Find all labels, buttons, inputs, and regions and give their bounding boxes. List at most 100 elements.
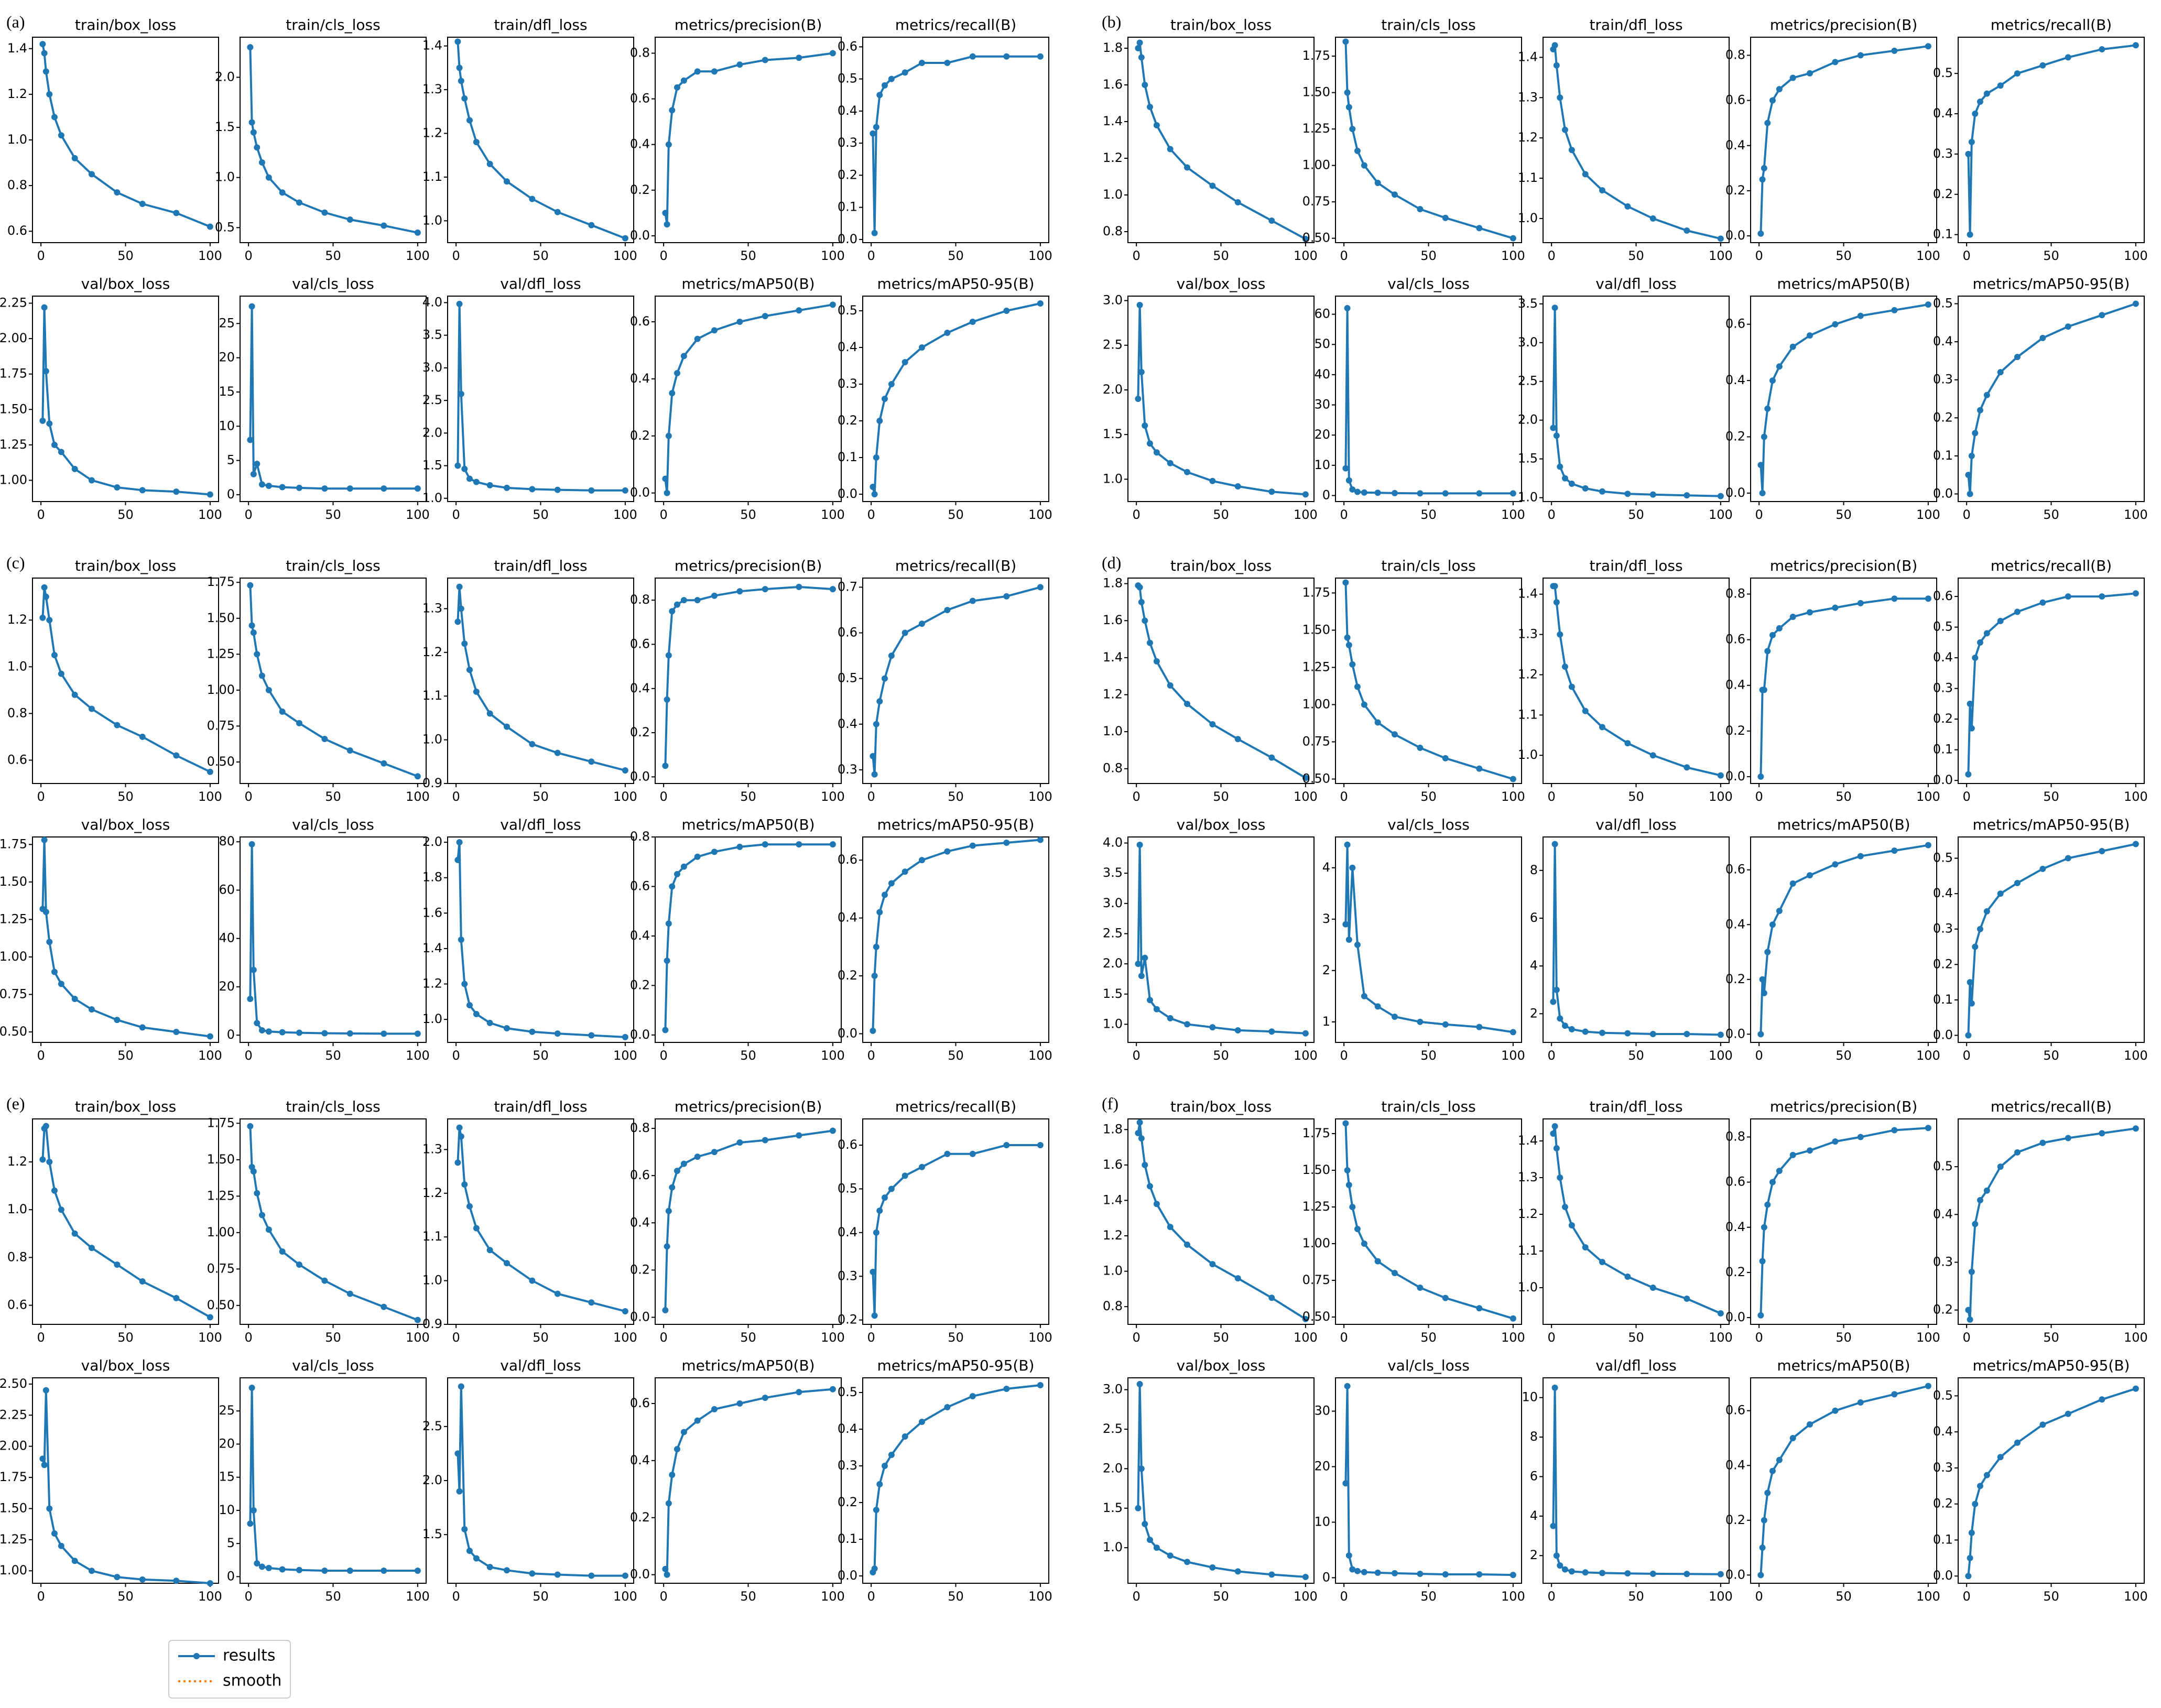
x-tick-label: 0 (1132, 248, 1140, 263)
axes-frame (655, 296, 842, 502)
x-tick-label: 100 (613, 1330, 637, 1345)
results-point (1977, 407, 1983, 414)
subplot-title: val/dfl_loss (1595, 1357, 1676, 1374)
y-tick-label: 0.6 (1725, 317, 1745, 331)
subplot-title: val/box_loss (1177, 1357, 1266, 1374)
subplot: metrics/precision(B) 0.0 0.2 0.4 0.6 0.8 0 50 10… (630, 16, 845, 263)
results-point (871, 1312, 878, 1319)
x-tick-label: 50 (1213, 1589, 1229, 1604)
results-point (1550, 1130, 1557, 1137)
results-point (588, 487, 595, 494)
y-tick-label: 1.50 (1302, 85, 1330, 100)
x-tick-label: 100 (821, 507, 845, 522)
results-point (1510, 1029, 1516, 1036)
results-point (258, 481, 265, 488)
results-point (969, 842, 976, 849)
y-tick-label: 2.5 (422, 1419, 442, 1433)
results-point (1138, 973, 1145, 980)
x-tick-label: 50 (533, 789, 549, 804)
results-point (680, 863, 687, 870)
x-tick-label: 50 (1836, 1048, 1852, 1063)
results-point (1968, 1000, 1975, 1007)
results-point (870, 1268, 876, 1275)
y-tick-label: 1.6 (1103, 1157, 1123, 1172)
y-tick-label: 2.50 (0, 1376, 27, 1391)
results-point (694, 1154, 701, 1160)
results-point (1757, 1572, 1764, 1579)
results-point (254, 461, 260, 467)
x-tick-label: 100 (613, 507, 637, 522)
results-point (414, 1030, 421, 1037)
results-point (1582, 1244, 1589, 1250)
results-point (902, 1172, 908, 1179)
y-tick-label: 2.5 (422, 393, 442, 407)
subplot: metrics/mAP50(B) 0.0 0.2 0.4 0.6 0 50 100 (630, 1357, 845, 1604)
y-tick-label: 1.75 (207, 1115, 235, 1130)
x-tick-label: 50 (325, 789, 341, 804)
results-point (1832, 59, 1839, 66)
results-point (1857, 1399, 1864, 1406)
results-point (1361, 1241, 1367, 1247)
x-tick-label: 0 (867, 789, 875, 804)
results-point (88, 171, 95, 178)
results-point (1550, 425, 1557, 431)
y-tick-label: 0.6 (7, 1298, 27, 1312)
x-tick-label: 0 (1755, 507, 1763, 522)
results-point (736, 319, 743, 325)
results-point (1759, 1258, 1766, 1265)
results-point (454, 618, 461, 625)
x-tick-label: 50 (533, 248, 549, 263)
subplot-title: val/dfl_loss (1595, 816, 1676, 833)
x-tick-label: 100 (1709, 248, 1733, 263)
results-point (1234, 1027, 1241, 1033)
x-tick-label: 0 (1962, 1048, 1970, 1063)
x-tick-label: 100 (1294, 1048, 1318, 1063)
results-point (1344, 305, 1351, 312)
y-tick-label: 1.2 (422, 976, 442, 991)
y-tick-label: 1.25 (0, 911, 27, 926)
results-point (71, 1558, 78, 1564)
y-tick-label: 1.2 (7, 1154, 27, 1169)
results-line (249, 306, 418, 490)
y-tick-label: 0.6 (630, 1396, 650, 1410)
y-tick-label: 50 (1314, 336, 1330, 351)
subplot: train/dfl_loss 0.9 1.0 1.1 1.2 1.3 0 50 100 (422, 557, 637, 804)
results-point (1344, 1167, 1351, 1173)
results-point (1342, 38, 1349, 45)
results-point (1138, 1135, 1145, 1142)
y-tick-label: 0.4 (1725, 1220, 1745, 1234)
subplot-title: val/box_loss (1177, 275, 1266, 292)
results-point (71, 465, 78, 472)
results-point (1442, 1294, 1449, 1301)
x-tick-label: 50 (2043, 1048, 2059, 1063)
results-point (1561, 475, 1568, 482)
results-line (872, 302, 1041, 495)
results-point (762, 313, 768, 320)
y-tick-label: 10 (219, 1503, 235, 1517)
results-point (1965, 472, 1972, 478)
results-point (503, 1260, 510, 1267)
y-tick-label: 15 (219, 1470, 235, 1484)
results-point (414, 1317, 421, 1323)
results-point (1476, 765, 1483, 772)
results-point (51, 652, 58, 658)
results-point (1568, 480, 1575, 487)
results-point (1167, 682, 1174, 689)
results-point (46, 617, 53, 624)
results-point (1717, 772, 1724, 779)
results-point (39, 417, 46, 424)
x-tick-label: 50 (948, 789, 964, 804)
x-tick-label: 100 (406, 248, 430, 263)
results-point (876, 698, 883, 705)
results-point (486, 160, 493, 167)
results-point (2099, 46, 2105, 53)
y-tick-label: 0.9 (422, 1317, 442, 1331)
results-point (247, 995, 254, 1002)
results-point (1684, 492, 1690, 499)
subplot-title: metrics/precision(B) (675, 16, 822, 34)
y-tick-label: 0.6 (1725, 1403, 1745, 1418)
results-point (1761, 989, 1767, 996)
y-tick-label: 0.6 (838, 39, 857, 53)
results-point (1209, 721, 1216, 727)
